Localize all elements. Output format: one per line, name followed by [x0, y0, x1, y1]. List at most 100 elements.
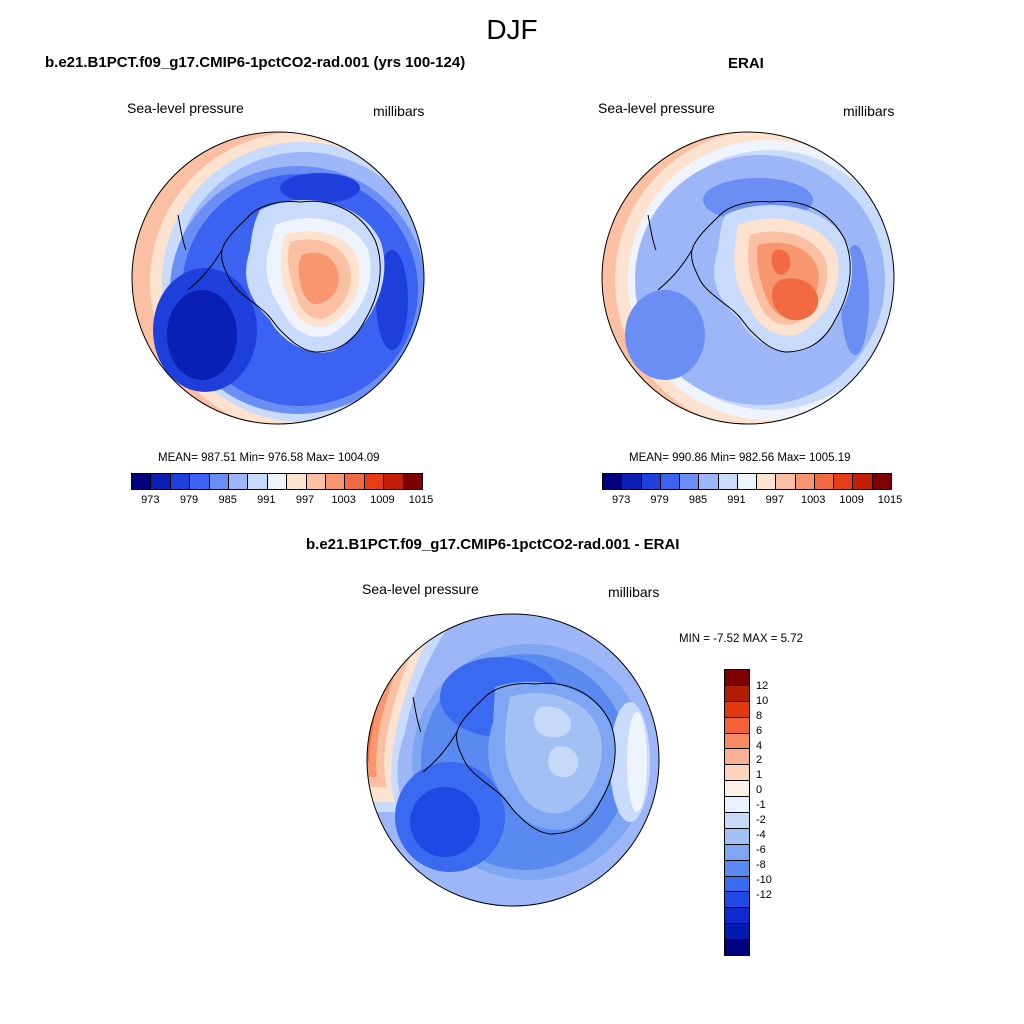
colorbar-tick-label: 1: [756, 769, 763, 782]
colorbar-tick-label: -6: [756, 843, 766, 856]
colorbar-swatch: [725, 860, 749, 877]
colorbar-tick-label: 1015: [877, 494, 903, 506]
panel-model-colorbar-labels: 973 979 985 991 997 1003 1009 1015: [131, 494, 433, 508]
colorbar-swatch: [725, 733, 749, 750]
panel-obs-map: [601, 131, 895, 425]
colorbar-swatch: [151, 474, 171, 489]
panel-model-colorbar: [131, 473, 423, 490]
colorbar-swatch: [248, 474, 268, 489]
colorbar-tick-label: 979: [179, 494, 199, 506]
panel-obs-stats: MEAN= 990.86 Min= 982.56 Max= 1005.19: [629, 452, 851, 464]
colorbar-swatch: [209, 474, 230, 489]
panel-model-units-label: millibars: [373, 103, 425, 119]
colorbar-tick-label: 1003: [800, 494, 826, 506]
panel-obs-units-label: millibars: [843, 103, 895, 119]
colorbar-swatch: [725, 908, 749, 925]
colorbar-swatch: [622, 474, 642, 489]
colorbar-swatch: [403, 474, 423, 489]
colorbar-swatch: [725, 876, 749, 893]
colorbar-tick-label: 1009: [370, 494, 395, 506]
colorbar-tick-label: 997: [765, 494, 784, 506]
colorbar-tick-label: 10: [756, 694, 769, 707]
colorbar-swatch: [776, 474, 796, 489]
colorbar-tick-label: 8: [756, 709, 763, 722]
colorbar-tick-label: 4: [756, 739, 763, 752]
colorbar-swatch: [725, 781, 749, 798]
colorbar-swatch: [725, 701, 749, 718]
panel-diff-variable-label: Sea-level pressure: [362, 581, 479, 597]
colorbar-swatch: [814, 474, 835, 489]
colorbar-swatch: [384, 474, 404, 489]
colorbar-tick-label: 991: [257, 494, 276, 506]
colorbar-tick-label: 991: [727, 494, 746, 506]
colorbar-tick-label: -4: [756, 828, 766, 841]
panel-diff-units-label: millibars: [608, 584, 660, 600]
panel-obs-colorbar: [602, 473, 892, 490]
colorbar-swatch: [132, 474, 152, 489]
panel-model-map: [131, 131, 425, 425]
panel-diff-title: b.e21.B1PCT.f09_g17.CMIP6-1pctCO2-rad.00…: [306, 536, 680, 553]
panel-obs-title: ERAI: [728, 55, 764, 72]
colorbar-swatch: [660, 474, 681, 489]
colorbar-swatch: [364, 474, 385, 489]
colorbar-swatch: [725, 828, 749, 845]
colorbar-swatch: [306, 474, 327, 489]
colorbar-swatch: [725, 924, 749, 941]
colorbar-swatch: [267, 474, 288, 489]
colorbar-swatch: [287, 474, 307, 489]
panel-obs-colorbar-labels: 973 979 985 991 997 1003 1009 1015: [602, 494, 902, 508]
colorbar-tick-label: 0: [756, 784, 763, 797]
colorbar-swatch: [725, 892, 749, 909]
colorbar-swatch: [757, 474, 777, 489]
colorbar-swatch: [326, 474, 346, 489]
colorbar-tick-label: -8: [756, 858, 766, 871]
colorbar-swatch: [853, 474, 873, 489]
panel-model-stats: MEAN= 987.51 Min= 976.58 Max= 1004.09: [158, 452, 380, 464]
colorbar-swatch: [229, 474, 249, 489]
colorbar-tick-label: 12: [756, 679, 769, 692]
colorbar-swatch: [725, 670, 749, 686]
panel-diff-map: [366, 613, 660, 907]
colorbar-swatch: [641, 474, 661, 489]
colorbar-swatch: [834, 474, 854, 489]
colorbar-swatch: [795, 474, 815, 489]
colorbar-tick-label: -1: [756, 799, 766, 812]
colorbar-tick-label: -12: [756, 888, 772, 901]
colorbar-tick-label: 6: [756, 724, 763, 737]
colorbar-swatch: [170, 474, 191, 489]
colorbar-tick-label: 985: [218, 494, 237, 506]
colorbar-tick-label: -10: [756, 873, 772, 886]
colorbar-swatch: [725, 813, 749, 829]
colorbar-swatch: [725, 717, 749, 734]
colorbar-tick-label: 1015: [408, 494, 434, 506]
colorbar-swatch: [725, 749, 749, 766]
colorbar-swatch: [190, 474, 210, 489]
colorbar-tick-label: 1009: [839, 494, 864, 506]
colorbar-swatch: [699, 474, 719, 489]
colorbar-tick-label: 985: [688, 494, 708, 506]
colorbar-swatch: [725, 765, 749, 782]
colorbar-swatch: [872, 474, 891, 489]
panel-model-variable-label: Sea-level pressure: [127, 100, 244, 116]
colorbar-tick-label: 973: [612, 494, 631, 506]
colorbar-tick-label: 973: [141, 494, 160, 506]
season-title: DJF: [486, 14, 538, 45]
panel-diff-stats: MIN = -7.52 MAX = 5.72: [679, 633, 804, 645]
panel-obs-variable-label: Sea-level pressure: [598, 100, 715, 116]
colorbar-swatch: [725, 797, 749, 814]
colorbar-swatch: [725, 844, 749, 861]
colorbar-tick-label: 1003: [331, 494, 356, 506]
colorbar-swatch: [725, 685, 749, 702]
colorbar-tick-label: -2: [756, 814, 766, 826]
colorbar-swatch: [725, 940, 749, 956]
colorbar-tick-label: 2: [756, 754, 763, 767]
panel-model-title: b.e21.B1PCT.f09_g17.CMIP6-1pctCO2-rad.00…: [45, 54, 466, 71]
colorbar-swatch: [680, 474, 700, 489]
colorbar-swatch: [718, 474, 738, 489]
colorbar-tick-label: 997: [295, 494, 315, 506]
panel-diff-colorbar: [724, 669, 750, 957]
colorbar-swatch: [345, 474, 365, 489]
colorbar-swatch: [603, 474, 623, 489]
colorbar-swatch: [737, 474, 758, 489]
colorbar-tick-label: 979: [650, 494, 669, 506]
